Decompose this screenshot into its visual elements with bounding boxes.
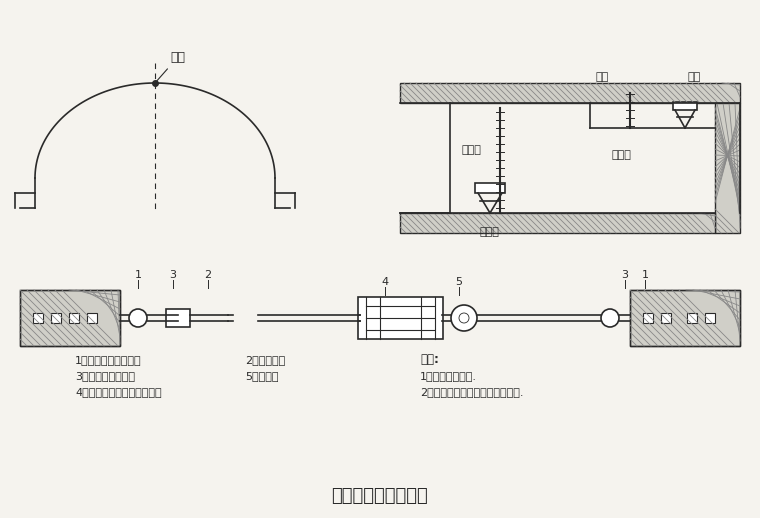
Bar <box>87 313 97 323</box>
Bar <box>358 297 443 339</box>
Text: 2、其它量测项目按有关说明实施.: 2、其它量测项目按有关说明实施. <box>420 387 524 397</box>
Text: 测点: 测点 <box>157 51 185 81</box>
Bar <box>166 309 190 327</box>
Bar <box>673 102 697 110</box>
Circle shape <box>451 305 477 331</box>
Bar <box>687 313 697 323</box>
Text: 1、洞内观察未述.: 1、洞内观察未述. <box>420 371 477 381</box>
Bar <box>705 313 715 323</box>
Text: 1: 1 <box>135 270 141 280</box>
Text: 5: 5 <box>455 277 463 287</box>
Text: 4、维持张拉倒尺拉力的装置: 4、维持张拉倒尺拉力的装置 <box>75 387 162 397</box>
Bar <box>715 103 740 233</box>
Text: 水准尺: 水准尺 <box>462 145 482 155</box>
Circle shape <box>601 309 619 327</box>
Text: 3、有珠铰的连接杆: 3、有珠铰的连接杆 <box>75 371 135 381</box>
Bar <box>661 313 671 323</box>
Text: 说明:: 说明: <box>420 353 439 366</box>
Bar <box>630 290 740 346</box>
Bar <box>643 313 653 323</box>
Text: 3: 3 <box>622 270 629 280</box>
Text: 5、百分表: 5、百分表 <box>245 371 278 381</box>
Text: 4: 4 <box>382 277 388 287</box>
Bar <box>20 290 120 346</box>
Bar <box>475 183 505 193</box>
Text: 2、带孔钢尺: 2、带孔钢尺 <box>245 355 285 365</box>
Bar <box>630 290 740 346</box>
Bar <box>69 313 79 323</box>
Text: 主要量测方法示意图: 主要量测方法示意图 <box>331 487 429 505</box>
Bar <box>400 83 740 103</box>
Text: 2: 2 <box>204 270 211 280</box>
Bar <box>33 313 43 323</box>
Text: 1、净空变位仪矩锚杆: 1、净空变位仪矩锚杆 <box>75 355 141 365</box>
Text: 水平仪: 水平仪 <box>480 227 500 237</box>
Text: 1: 1 <box>641 270 648 280</box>
Bar <box>400 213 715 233</box>
Bar <box>20 290 120 346</box>
Text: 倒装尺: 倒装尺 <box>612 150 632 160</box>
Text: 转点: 转点 <box>595 72 608 82</box>
Text: 测点: 测点 <box>687 72 700 82</box>
Text: 3: 3 <box>169 270 176 280</box>
Bar <box>51 313 61 323</box>
Circle shape <box>129 309 147 327</box>
